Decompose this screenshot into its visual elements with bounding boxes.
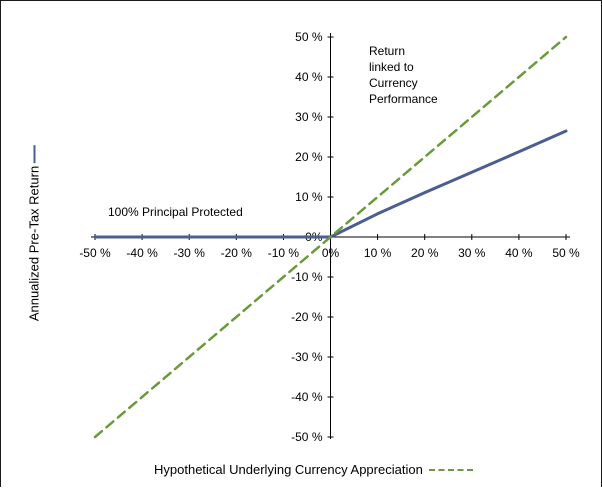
y-tick-label: -20 %: [291, 310, 323, 324]
x-tick-label: 20 %: [411, 246, 439, 260]
x-tick-label: 10 %: [364, 246, 392, 260]
x-tick-label: -10 %: [268, 246, 300, 260]
legend-swatch-dashed: [429, 469, 473, 471]
y-tick-label: -10 %: [291, 270, 323, 284]
y-tick-label: 30 %: [295, 110, 323, 124]
x-tick-label: 0%: [322, 246, 340, 260]
annotation-return-line: Currency: [369, 75, 438, 91]
x-tick-label: 40 %: [505, 246, 533, 260]
annotation-return-line: Performance: [369, 91, 438, 107]
annotation-return-line: Return: [369, 43, 438, 59]
y-tick-label: -30 %: [291, 350, 323, 364]
x-tick-label: 50 %: [552, 246, 580, 260]
y-tick-label: 50 %: [295, 30, 323, 44]
x-tick-label: -40 %: [126, 246, 158, 260]
y-tick-label: -40 %: [291, 390, 323, 404]
y-axis-title: Annualized Pre-Tax Return: [27, 145, 42, 321]
annotation-return-linked: Return linked to Currency Performance: [369, 43, 438, 107]
y-tick-label: -50 %: [291, 430, 323, 444]
x-axis-title: Hypothetical Underlying Currency Appreci…: [154, 462, 473, 477]
legend-swatch-solid: [33, 145, 35, 163]
x-tick-label: -20 %: [221, 246, 253, 260]
x-tick-label: -50 %: [79, 246, 111, 260]
x-axis-title-text: Hypothetical Underlying Currency Appreci…: [154, 462, 423, 477]
y-tick-label: 40 %: [295, 70, 323, 84]
x-tick-label: -30 %: [174, 246, 206, 260]
annotation-principal-protected: 100% Principal Protected: [108, 205, 243, 219]
annotation-return-line: linked to: [369, 59, 438, 75]
x-tick-label: 30 %: [458, 246, 486, 260]
y-tick-label: 10 %: [295, 190, 323, 204]
y-tick-label: 20 %: [295, 150, 323, 164]
y-axis-title-text: Annualized Pre-Tax Return: [27, 166, 42, 321]
